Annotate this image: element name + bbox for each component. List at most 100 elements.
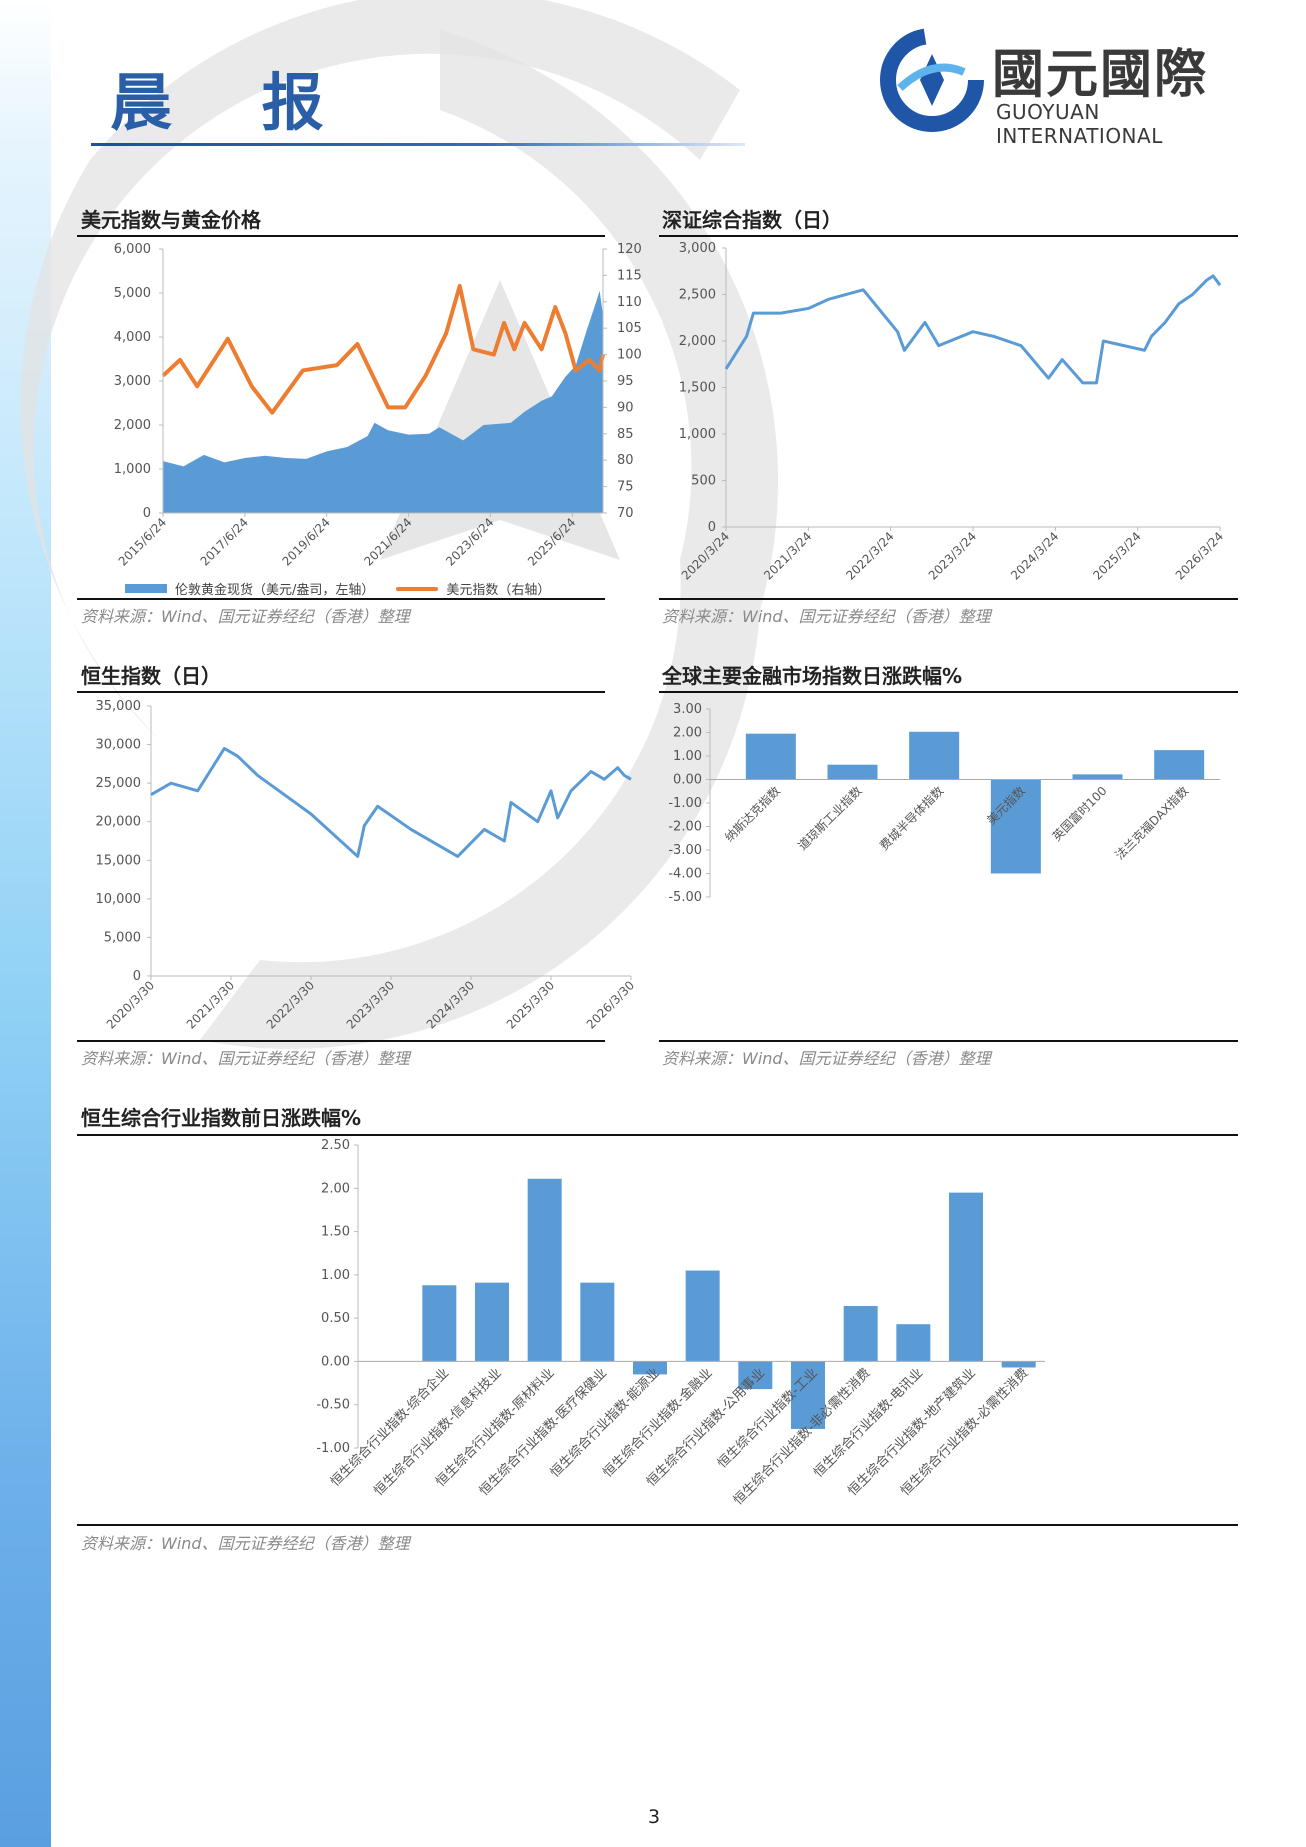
category-label: 恒生综合行业指数-电讯业	[811, 1366, 926, 1481]
chart-divider	[77, 1040, 605, 1042]
left-y-tick-label: 6,000	[114, 242, 151, 257]
chart-szse: 0 500 1,000 1,500 2,000 2,500 3,000 2020/3/24 20…	[679, 241, 1226, 583]
source-note: 资料来源：Wind、国元证券经纪（香港）整理	[81, 607, 410, 626]
legend-label-gold: 伦敦黄金现货（美元/盎司，左轴）	[175, 583, 375, 598]
x-tick-label: 2026/3/24	[1173, 529, 1226, 582]
y-tick-label: 500	[691, 474, 716, 489]
gold-price-area	[163, 290, 603, 513]
company-logo: 國元國際 GUOYUAN INTERNATIONAL	[880, 28, 1260, 148]
y-tick-label: 1.00	[673, 749, 702, 764]
y-tick-label: -4.00	[668, 867, 702, 882]
chart-divider	[77, 1524, 1238, 1526]
x-tick-label: 2017/6/24	[198, 515, 251, 568]
y-tick-label: -3.00	[668, 843, 702, 858]
bar	[527, 1178, 562, 1362]
source-note: 资料来源：Wind、国元证券经纪（香港）整理	[81, 1049, 410, 1068]
chart-divider	[77, 691, 605, 693]
bar	[1072, 774, 1123, 780]
legend-label-usd: 美元指数（右轴）	[446, 583, 551, 598]
right-y-tick-label: 100	[617, 348, 642, 363]
y-tick-label: 2.00	[321, 1181, 350, 1196]
chart-divider	[659, 691, 1238, 693]
left-y-tick-label: 5,000	[114, 286, 151, 301]
y-tick-label: 2.00	[673, 726, 702, 741]
index-line	[150, 746, 632, 858]
y-tick-label: -0.50	[316, 1398, 350, 1413]
x-tick-label: 2023/3/24	[926, 529, 979, 582]
chart-divider	[77, 235, 605, 237]
x-tick-label: 2022/3/24	[843, 529, 896, 582]
y-tick-label: 25,000	[96, 776, 142, 791]
x-tick-label: 2026/3/30	[584, 978, 637, 1031]
y-tick-label: 0.00	[321, 1354, 350, 1369]
logo-emblem-icon	[880, 28, 984, 132]
y-tick-label: 15,000	[96, 853, 142, 868]
y-tick-label: 1.50	[321, 1225, 350, 1240]
left-y-tick-label: 2,000	[114, 418, 151, 433]
chart-hsi: 0 5,000 10,000 15,000 20,000 25,000 30,000 35,0…	[96, 699, 638, 1032]
y-tick-label: 1.00	[321, 1268, 350, 1283]
usd-index-line	[161, 283, 605, 415]
right-y-tick-label: 115	[617, 268, 642, 283]
y-tick-label: 20,000	[96, 815, 142, 830]
y-tick-label: -2.00	[668, 820, 702, 835]
y-tick-label: 5,000	[104, 930, 141, 945]
y-tick-label: 0.00	[673, 773, 702, 788]
x-tick-label: 2025/6/24	[525, 515, 578, 568]
chart-title-usd-gold: 美元指数与黄金价格	[81, 208, 261, 232]
right-y-tick-label: 110	[617, 295, 642, 310]
chart-title-global: 全球主要金融市场指数日涨跌幅%	[662, 664, 963, 688]
bar	[738, 1361, 773, 1390]
y-tick-label: 3.00	[673, 702, 702, 717]
bar	[843, 1306, 878, 1362]
y-tick-label: -1.00	[316, 1441, 350, 1456]
y-tick-label: 10,000	[96, 892, 142, 907]
right-y-tick-label: 85	[617, 427, 634, 442]
chart-divider	[659, 1040, 1238, 1042]
left-y-tick-label: 4,000	[114, 330, 151, 345]
category-label: 法兰克福DAX指数	[1112, 783, 1192, 863]
right-y-tick-label: 90	[617, 400, 634, 415]
y-tick-label: 0.50	[321, 1311, 350, 1326]
right-y-tick-label: 105	[617, 321, 642, 336]
bar	[827, 764, 878, 780]
x-tick-label: 2023/6/24	[443, 515, 496, 568]
chart-usd-gold: 0 1,000 2,000 3,000 4,000 5,000 6,000 70 75 80 85 9…	[114, 242, 642, 569]
category-label: 恒生综合行业指数-能源业	[548, 1366, 663, 1481]
right-y-tick-label: 120	[617, 242, 642, 257]
y-tick-label: 3,000	[679, 241, 716, 256]
left-y-tick-label: 3,000	[114, 374, 151, 389]
right-y-tick-label: 95	[617, 374, 634, 389]
logo-chinese-text: 國元國際	[992, 45, 1209, 105]
logo-english-text: GUOYUAN INTERNATIONAL	[996, 100, 1163, 148]
chart-hs-industry: -1.00 -0.50 0.00 0.50 1.00 1.50 2.00 2.50 恒生综合行业…	[316, 1138, 1045, 1508]
y-tick-label: 35,000	[96, 699, 142, 714]
x-tick-label: 2025/3/24	[1090, 529, 1143, 582]
bar	[791, 1361, 825, 1429]
legend-swatch-usd	[396, 586, 439, 591]
category-label: 英国富时100	[1049, 783, 1110, 844]
x-tick-label: 2019/6/24	[279, 515, 332, 568]
bar	[1154, 750, 1205, 780]
bar	[745, 733, 796, 780]
x-tick-label: 2025/3/30	[504, 978, 557, 1031]
index-line	[724, 274, 1222, 385]
chart-title-hsi: 恒生指数（日）	[81, 664, 221, 688]
source-note: 资料来源：Wind、国元证券经纪（香港）整理	[662, 607, 991, 626]
x-tick-label: 2020/3/30	[104, 978, 157, 1031]
x-tick-label: 2021/3/30	[184, 978, 237, 1031]
source-note: 资料来源：Wind、国元证券经纪（香港）整理	[81, 1534, 410, 1553]
bar	[949, 1192, 983, 1362]
x-tick-label: 2023/3/30	[344, 978, 397, 1031]
bar	[896, 1324, 931, 1362]
x-tick-label: 2021/3/24	[761, 529, 814, 582]
chart-divider	[659, 235, 1238, 237]
bar	[422, 1285, 457, 1362]
left-y-tick-label: 0	[143, 506, 151, 521]
chart-global-markets: -5.00 -4.00 -3.00 -2.00 -1.00 0.00 1.00 2.00 3.0…	[668, 702, 1220, 905]
title-underline	[91, 143, 745, 146]
chart-divider	[659, 598, 1238, 600]
y-tick-label: 1,000	[679, 427, 716, 442]
category-label: 道琼斯工业指数	[795, 783, 865, 853]
x-tick-label: 2022/3/30	[264, 978, 317, 1031]
